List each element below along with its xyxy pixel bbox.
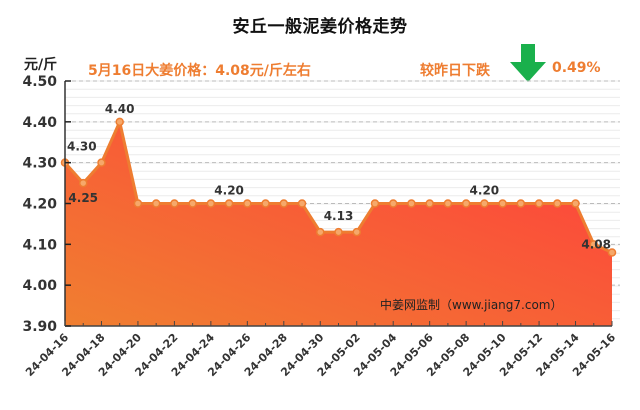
svg-text:4.20: 4.20 xyxy=(22,197,57,213)
today-price-text: 5月16日大姜价格：4.08元/斤左右 xyxy=(88,63,311,79)
watermark: 中姜网监制（www.jiang7.com） xyxy=(380,297,562,312)
svg-text:4.50: 4.50 xyxy=(22,74,57,90)
x-axis-ticks: 24-04-1624-04-1824-04-2024-04-2224-04-24… xyxy=(23,321,618,379)
data-labels: 4.30 4.25 4.40 4.20 4.13 4.20 4.08 xyxy=(67,102,611,252)
data-points xyxy=(60,117,617,257)
svg-text:3.90: 3.90 xyxy=(22,319,57,335)
svg-text:4.40: 4.40 xyxy=(105,102,135,116)
svg-text:4.25: 4.25 xyxy=(68,191,98,205)
svg-text:4.20: 4.20 xyxy=(214,184,244,198)
svg-text:4.10: 4.10 xyxy=(22,237,57,253)
change-percent: 0.49% xyxy=(552,60,601,76)
compare-text: 较昨日下跌 xyxy=(420,63,490,79)
svg-text:4.08: 4.08 xyxy=(581,238,611,252)
chart-title: 安丘一般泥姜价格走势 xyxy=(232,17,408,37)
y-axis-ticks: 4.50 4.40 4.30 4.20 4.10 4.00 3.90 xyxy=(22,74,71,335)
svg-text:4.13: 4.13 xyxy=(324,209,354,223)
price-area xyxy=(65,121,612,326)
svg-text:4.30: 4.30 xyxy=(67,140,97,154)
svg-text:4.40: 4.40 xyxy=(22,115,57,131)
down-arrow-icon xyxy=(510,44,546,82)
y-axis-unit: 元/斤 xyxy=(24,57,58,73)
svg-text:4.20: 4.20 xyxy=(470,184,500,198)
svg-text:4.00: 4.00 xyxy=(22,278,57,294)
svg-text:4.30: 4.30 xyxy=(22,156,57,172)
